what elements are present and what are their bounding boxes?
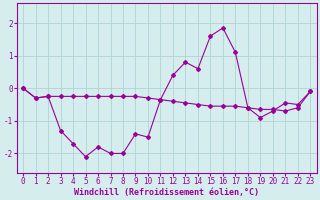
X-axis label: Windchill (Refroidissement éolien,°C): Windchill (Refroidissement éolien,°C): [74, 188, 259, 197]
